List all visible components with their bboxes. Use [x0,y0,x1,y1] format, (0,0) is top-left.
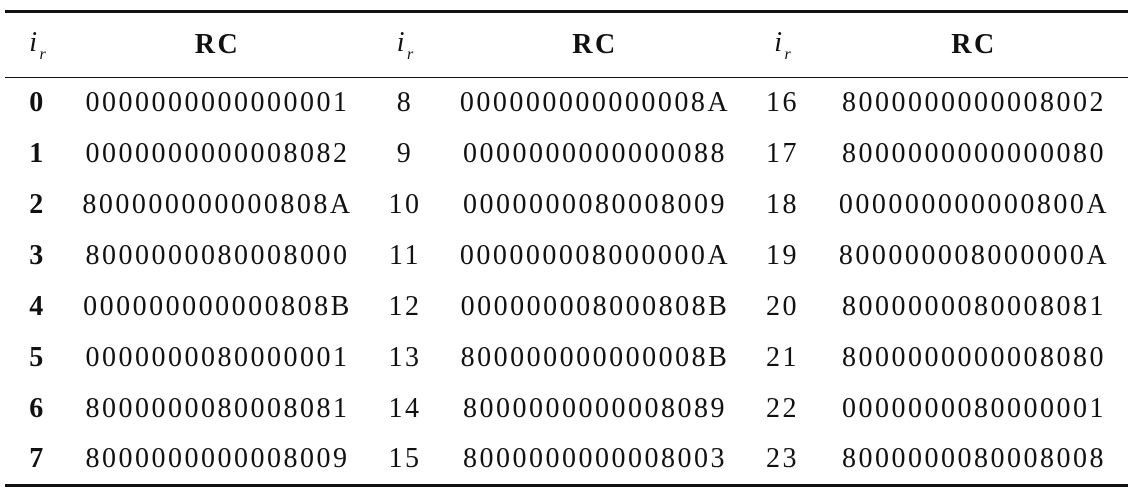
header-symbol: i [774,26,785,58]
header-cell: ir [365,11,445,78]
round-index: 20 [766,291,799,322]
round-index: 13 [388,342,422,373]
round-constant: 8000000080008008 [842,443,1106,475]
header-symbol: i [396,26,408,58]
round-constant: 8000000000000080 [842,138,1106,169]
round-constant: 800000000000008B [460,342,730,373]
round-constant: 8000000000008080 [842,342,1106,373]
table-row: 7 8000000000008009 15 8000000000008003 23 800… [5,435,1128,486]
header-subscript: r [407,45,414,63]
table-header: ir RC ir RC ir RC [5,11,1128,78]
round-index: 2 [29,189,46,220]
table-body: 0 0000000000000001 8 000000000000008A 16 8000… [5,78,1128,486]
round-constant: 800000000000808A [82,189,353,220]
round-constant: 000000000000008A [459,87,731,119]
round-index: 4 [29,291,46,322]
round-index: 16 [766,87,799,119]
round-constant: 000000000000800A [838,189,1110,220]
round-constant: 0000000080000001 [85,342,350,373]
table-row: 2 800000000000808A 10 0000000080008009 18 000… [5,180,1128,231]
header-subscript: r [39,45,46,63]
round-index: 11 [389,240,421,271]
header-cell: ir [745,11,820,78]
round-constant: 0000000080008009 [463,189,727,220]
round-index: 1 [29,138,46,169]
header-cell: RC [445,11,745,78]
round-constant: 800000008000000A [838,240,1110,271]
header-subscript: r [784,45,791,63]
table-row: 5 0000000080000001 13 800000000000008B 21 800… [5,333,1128,384]
round-constant: 0000000000008082 [85,138,350,169]
round-constant: 0000000000000088 [463,138,727,169]
round-constant: 8000000000008002 [842,87,1106,119]
round-constant: 0000000000000001 [85,87,350,119]
round-constants-table: ir RC ir RC ir RC 0 0000000000000001 8 000000000… [5,10,1128,487]
round-index: 17 [766,138,799,169]
round-index: 9 [396,138,414,169]
table-row: 3 8000000080008000 11 000000008000000A 19 800… [5,231,1128,282]
round-index: 12 [388,291,422,322]
round-index: 18 [766,189,799,220]
round-constant: 8000000000008003 [463,443,727,475]
round-index: 5 [29,342,46,373]
round-constant: 8000000000008009 [85,443,350,475]
round-index: 22 [766,393,799,424]
round-constant: 000000008000000A [459,240,731,271]
round-constant: 8000000080008081 [85,393,350,424]
header-cell: RC [820,11,1128,78]
round-index: 15 [388,443,422,475]
round-index: 23 [766,443,799,475]
table-row: 0 0000000000000001 8 000000000000008A 16 8000… [5,78,1128,129]
round-index: 21 [766,342,799,373]
round-index: 10 [388,189,422,220]
round-index: 3 [29,240,46,271]
round-constant: 8000000080008000 [85,240,350,271]
header-cell: RC [70,11,365,78]
round-constant: 000000008000808B [460,291,730,322]
round-constant: 8000000000008089 [463,393,727,424]
header-symbol: i [29,26,40,58]
round-index: 19 [766,240,799,271]
round-constant: 0000000080000001 [842,393,1106,424]
round-index: 6 [29,393,46,424]
round-index: 14 [388,393,422,424]
round-index: 8 [396,87,414,119]
table-row: 1 0000000000008082 9 0000000000000088 17 8000… [5,129,1128,180]
round-index: 0 [29,87,46,119]
round-constant: 8000000080008081 [842,291,1106,322]
header-row: ir RC ir RC ir RC [5,11,1128,78]
table-row: 6 8000000080008081 14 8000000000008089 22 000… [5,384,1128,435]
round-index: 7 [29,443,46,475]
table-row: 4 000000000000808B 12 000000008000808B 20 800… [5,282,1128,333]
round-constant: 000000000000808B [83,291,352,322]
header-cell: ir [5,11,70,78]
